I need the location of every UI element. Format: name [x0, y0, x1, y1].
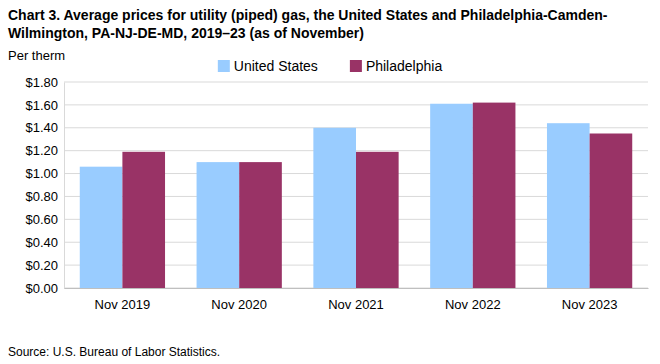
bar	[197, 162, 240, 288]
x-tick: Nov 2021	[328, 288, 384, 312]
x-tick-label: Nov 2019	[95, 297, 151, 312]
bar	[356, 152, 399, 288]
y-tick: $1.20	[25, 143, 64, 158]
bar	[239, 162, 282, 288]
y-tick: $0.60	[25, 212, 64, 227]
grid-line	[64, 104, 648, 105]
bar	[473, 103, 516, 288]
y-tick: $0.40	[25, 235, 64, 250]
y-tick-label: $0.80	[25, 189, 58, 204]
x-tick: Nov 2022	[445, 288, 501, 312]
y-tick: $0.00	[25, 281, 64, 296]
y-tick-label: $0.00	[25, 281, 58, 296]
bar	[430, 104, 473, 288]
x-axis-line	[65, 288, 649, 289]
title-line: Wilmington, PA-NJ-DE-MD, 2019–23 (as of …	[8, 25, 364, 41]
x-tick-label: Nov 2021	[328, 297, 384, 312]
legend: United States Philadelphia	[218, 58, 443, 74]
x-tick: Nov 2023	[562, 288, 618, 312]
y-tick: $0.80	[25, 189, 64, 204]
title-line: Chart 3. Average prices for utility (pip…	[8, 7, 608, 23]
x-tick-label: Nov 2023	[562, 297, 618, 312]
legend-item: Philadelphia	[350, 58, 442, 74]
y-tick: $1.40	[25, 120, 64, 135]
x-tick-label: Nov 2020	[211, 297, 267, 312]
y-axis-line	[64, 83, 65, 289]
y-tick: $1.60	[25, 98, 64, 113]
x-tick: Nov 2020	[211, 288, 267, 312]
y-tick: $1.80	[25, 75, 64, 90]
legend-swatch	[218, 60, 230, 72]
y-tick-label: $1.40	[25, 120, 58, 135]
y-tick-label: $1.60	[25, 98, 58, 113]
bar	[313, 128, 356, 288]
chart-container: Chart 3. Average prices for utility (pip…	[0, 0, 660, 364]
bar	[122, 152, 165, 288]
y-tick: $0.20	[25, 258, 64, 273]
bars	[80, 103, 632, 288]
x-axis: Nov 2019 Nov 2020 Nov 2021 Nov 2022 Nov 2023	[65, 288, 649, 312]
y-tick-label: $0.40	[25, 235, 58, 250]
x-tick-label: Nov 2022	[445, 297, 501, 312]
y-tick-label: $1.20	[25, 143, 58, 158]
legend-label: Philadelphia	[366, 58, 442, 74]
bar	[547, 123, 590, 288]
chart-svg: Chart 3. Average prices for utility (pip…	[0, 0, 660, 364]
grid	[64, 82, 648, 288]
y-tick-label: $0.20	[25, 258, 58, 273]
x-tick: Nov 2019	[95, 288, 151, 312]
plot-area: $0.00 $0.20 $0.40 $0.60 $0.80 $1.00 $1.20 $1.40…	[25, 75, 648, 313]
legend-label: United States	[234, 58, 318, 74]
y-axis-label: Per therm	[8, 48, 65, 63]
y-tick-label: $1.00	[25, 166, 58, 181]
title: Chart 3. Average prices for utility (pip…	[8, 7, 608, 41]
legend-swatch	[350, 60, 362, 72]
bar	[80, 167, 123, 288]
bar	[590, 134, 633, 289]
grid-line	[64, 82, 648, 83]
y-tick-label: $1.80	[25, 75, 58, 90]
y-axis: $0.00 $0.20 $0.40 $0.60 $0.80 $1.00 $1.20 $1.40…	[25, 75, 64, 296]
bar-series	[122, 103, 632, 288]
legend-item: United States	[218, 58, 318, 74]
source-note: Source: U.S. Bureau of Labor Statistics.	[8, 345, 220, 359]
y-tick: $1.00	[25, 166, 64, 181]
y-tick-label: $0.60	[25, 212, 58, 227]
